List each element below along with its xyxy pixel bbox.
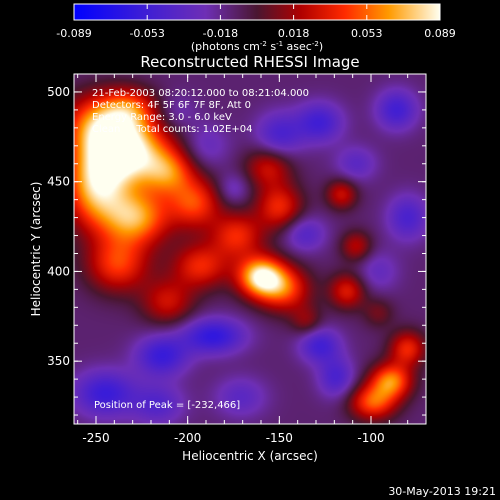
annotation-detectors: Detectors: 4F 5F 6F 7F 8F, Att 0 [92, 100, 251, 111]
colorbar-tick-label: 0.018 [278, 27, 310, 40]
colorbar-tick-label: -0.089 [56, 27, 91, 40]
y-tick-label: 350 [47, 354, 70, 368]
annotation-counts: Clean Total counts: 1.02E+04 [92, 124, 252, 135]
x-tick-label: -200 [174, 431, 201, 445]
image-area [74, 74, 426, 424]
footer-date: 30-May-2013 19:21 [388, 485, 496, 498]
heatmap-canvas [74, 74, 426, 424]
x-axis-label: Heliocentric X (arcsec) [182, 449, 318, 463]
x-tick-label: -100 [357, 431, 384, 445]
colorbar-gradient [73, 3, 441, 21]
y-tick-label: 450 [47, 175, 70, 189]
y-tick-label: 500 [47, 85, 70, 99]
axes: -250 -200 -150 -100 350 400 450 500 [47, 73, 427, 445]
colorbar-tick-label: -0.053 [129, 27, 164, 40]
x-tick-label: -250 [82, 431, 109, 445]
colorbar-tick-label: 0.053 [351, 27, 383, 40]
chart-title: Reconstructed RHESSI Image [140, 53, 359, 71]
plot-frame [73, 73, 427, 425]
annotation-energy: Energy Range: 3.0 - 6.0 keV [92, 112, 232, 123]
y-axis-label: Heliocentric Y (arcsec) [29, 182, 43, 317]
colorbar-tick-label: -0.018 [203, 27, 238, 40]
y-tick-label: 400 [47, 264, 70, 278]
colorbar: -0.089 -0.053 -0.018 0.018 0.053 0.089 (photo… [56, 3, 456, 53]
annotations: 21-Feb-2003 08:20:12.000 to 08:21:04.000… [92, 88, 309, 411]
annotation-peak-position: Position of Peak = [-232,466] [94, 400, 240, 411]
colorbar-ticks: -0.089 -0.053 -0.018 0.018 0.053 0.089 [56, 4, 456, 40]
colorbar-tick-label: 0.089 [424, 27, 456, 40]
colorbar-unit-label: (photons cm-2 s-1 asec-2) [191, 40, 323, 53]
annotation-time: 21-Feb-2003 08:20:12.000 to 08:21:04.000 [92, 88, 309, 99]
x-tick-label: -150 [266, 431, 293, 445]
